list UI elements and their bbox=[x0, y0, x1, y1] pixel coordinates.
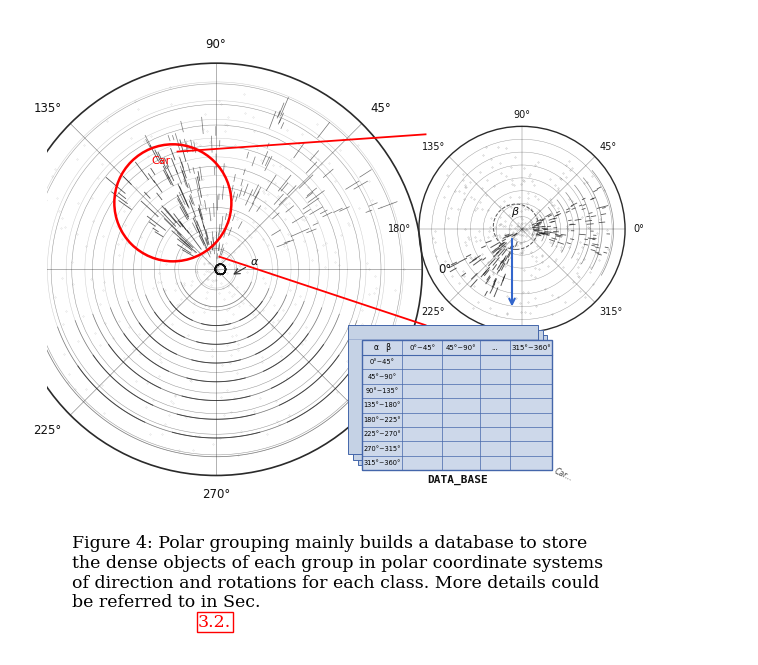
Text: 315°~360°: 315°~360° bbox=[511, 344, 551, 350]
Text: 135°~180°: 135°~180° bbox=[364, 402, 401, 408]
Text: Car: Car bbox=[151, 156, 170, 166]
Text: 0°~45°: 0°~45° bbox=[409, 344, 435, 350]
Text: 135°: 135° bbox=[421, 142, 445, 152]
Text: Car...: Car... bbox=[553, 467, 575, 483]
Text: 225°: 225° bbox=[33, 424, 61, 437]
Text: Figure 4: Polar grouping mainly builds a database to store
the dense objects of : Figure 4: Polar grouping mainly builds a… bbox=[72, 535, 603, 611]
Text: 315°~360°: 315°~360° bbox=[364, 460, 401, 466]
Text: 135°: 135° bbox=[33, 102, 61, 115]
Text: 0°: 0° bbox=[633, 224, 644, 235]
Text: DATA_BASE: DATA_BASE bbox=[427, 475, 488, 485]
Text: 225°: 225° bbox=[421, 307, 445, 317]
Text: 45°: 45° bbox=[371, 102, 391, 115]
Text: 45°~90°: 45°~90° bbox=[446, 344, 476, 350]
Text: 315°: 315° bbox=[371, 424, 399, 437]
Text: 90°: 90° bbox=[513, 110, 531, 120]
Text: $\beta$: $\beta$ bbox=[511, 205, 519, 219]
Text: ...: ... bbox=[492, 344, 499, 350]
Text: $\alpha$: $\alpha$ bbox=[250, 257, 259, 267]
Text: 180°: 180° bbox=[387, 224, 411, 235]
Text: 90°~135°: 90°~135° bbox=[365, 388, 399, 394]
FancyBboxPatch shape bbox=[358, 335, 547, 465]
Text: 45°~90°: 45°~90° bbox=[368, 374, 397, 380]
FancyBboxPatch shape bbox=[353, 330, 543, 460]
Text: 315°: 315° bbox=[600, 307, 622, 317]
Text: 0°~45°: 0°~45° bbox=[370, 359, 395, 365]
Text: α   β: α β bbox=[374, 343, 391, 352]
Text: 3.2.: 3.2. bbox=[198, 614, 231, 631]
Text: 0°: 0° bbox=[439, 263, 452, 276]
FancyBboxPatch shape bbox=[362, 340, 552, 470]
Text: 270°: 270° bbox=[202, 488, 230, 501]
Text: 270°~315°: 270°~315° bbox=[364, 446, 401, 452]
Text: 225°~270°: 225°~270° bbox=[363, 431, 401, 437]
Text: 45°: 45° bbox=[600, 142, 616, 152]
Text: 270°: 270° bbox=[510, 338, 534, 348]
Text: 90°: 90° bbox=[205, 38, 227, 51]
Text: 180°~225°: 180°~225° bbox=[364, 417, 401, 423]
FancyBboxPatch shape bbox=[349, 325, 538, 454]
